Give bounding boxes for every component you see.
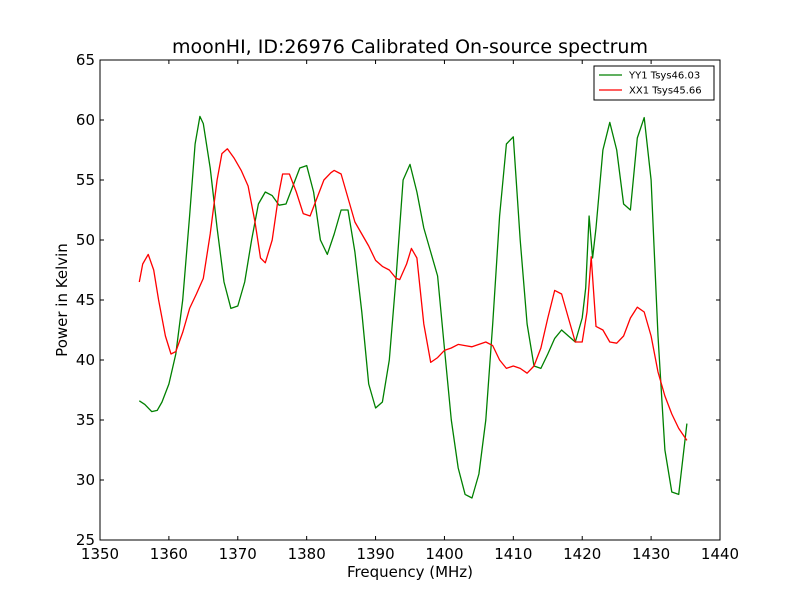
y-tick-label: 25 xyxy=(76,531,95,549)
axis-ticks: 1350 1360 1370 1380 1390 1400 1410 1420 1430 1440… xyxy=(76,51,739,563)
x-tick-label: 1380 xyxy=(288,545,326,563)
legend-label: XX1 Tsys45.66 xyxy=(629,86,702,97)
y-tick-label: 60 xyxy=(76,111,95,129)
y-tick-label: 30 xyxy=(76,471,95,489)
chart-title: moonHI, ID:26976 Calibrated On-source sp… xyxy=(172,36,648,58)
x-tick-label: 1420 xyxy=(563,545,601,563)
series-layer xyxy=(138,115,688,499)
series-line-1 xyxy=(138,148,688,441)
x-tick-label: 1440 xyxy=(701,545,739,563)
x-axis-label: Frequency (MHz) xyxy=(347,563,473,581)
y-tick-label: 35 xyxy=(76,411,95,429)
x-tick-label: 1390 xyxy=(356,545,394,563)
legend: YY1 Tsys46.03 XX1 Tsys45.66 xyxy=(593,65,715,101)
y-tick-label: 45 xyxy=(76,291,95,309)
x-tick-label: 1400 xyxy=(425,545,463,563)
x-tick-label: 1350 xyxy=(81,545,119,563)
x-tick-label: 1410 xyxy=(494,545,532,563)
x-tick-label: 1360 xyxy=(150,545,188,563)
legend-label: YY1 Tsys46.03 xyxy=(628,71,700,82)
y-tick-label: 65 xyxy=(76,51,95,69)
legend-box xyxy=(593,65,715,101)
y-tick-label: 55 xyxy=(76,171,95,189)
y-tick-label: 40 xyxy=(76,351,95,369)
y-axis-label: Power in Kelvin xyxy=(53,243,71,357)
x-tick-label: 1430 xyxy=(632,545,670,563)
x-tick-label: 1370 xyxy=(219,545,257,563)
y-tick-label: 50 xyxy=(76,231,95,249)
series-line-0 xyxy=(138,115,688,499)
